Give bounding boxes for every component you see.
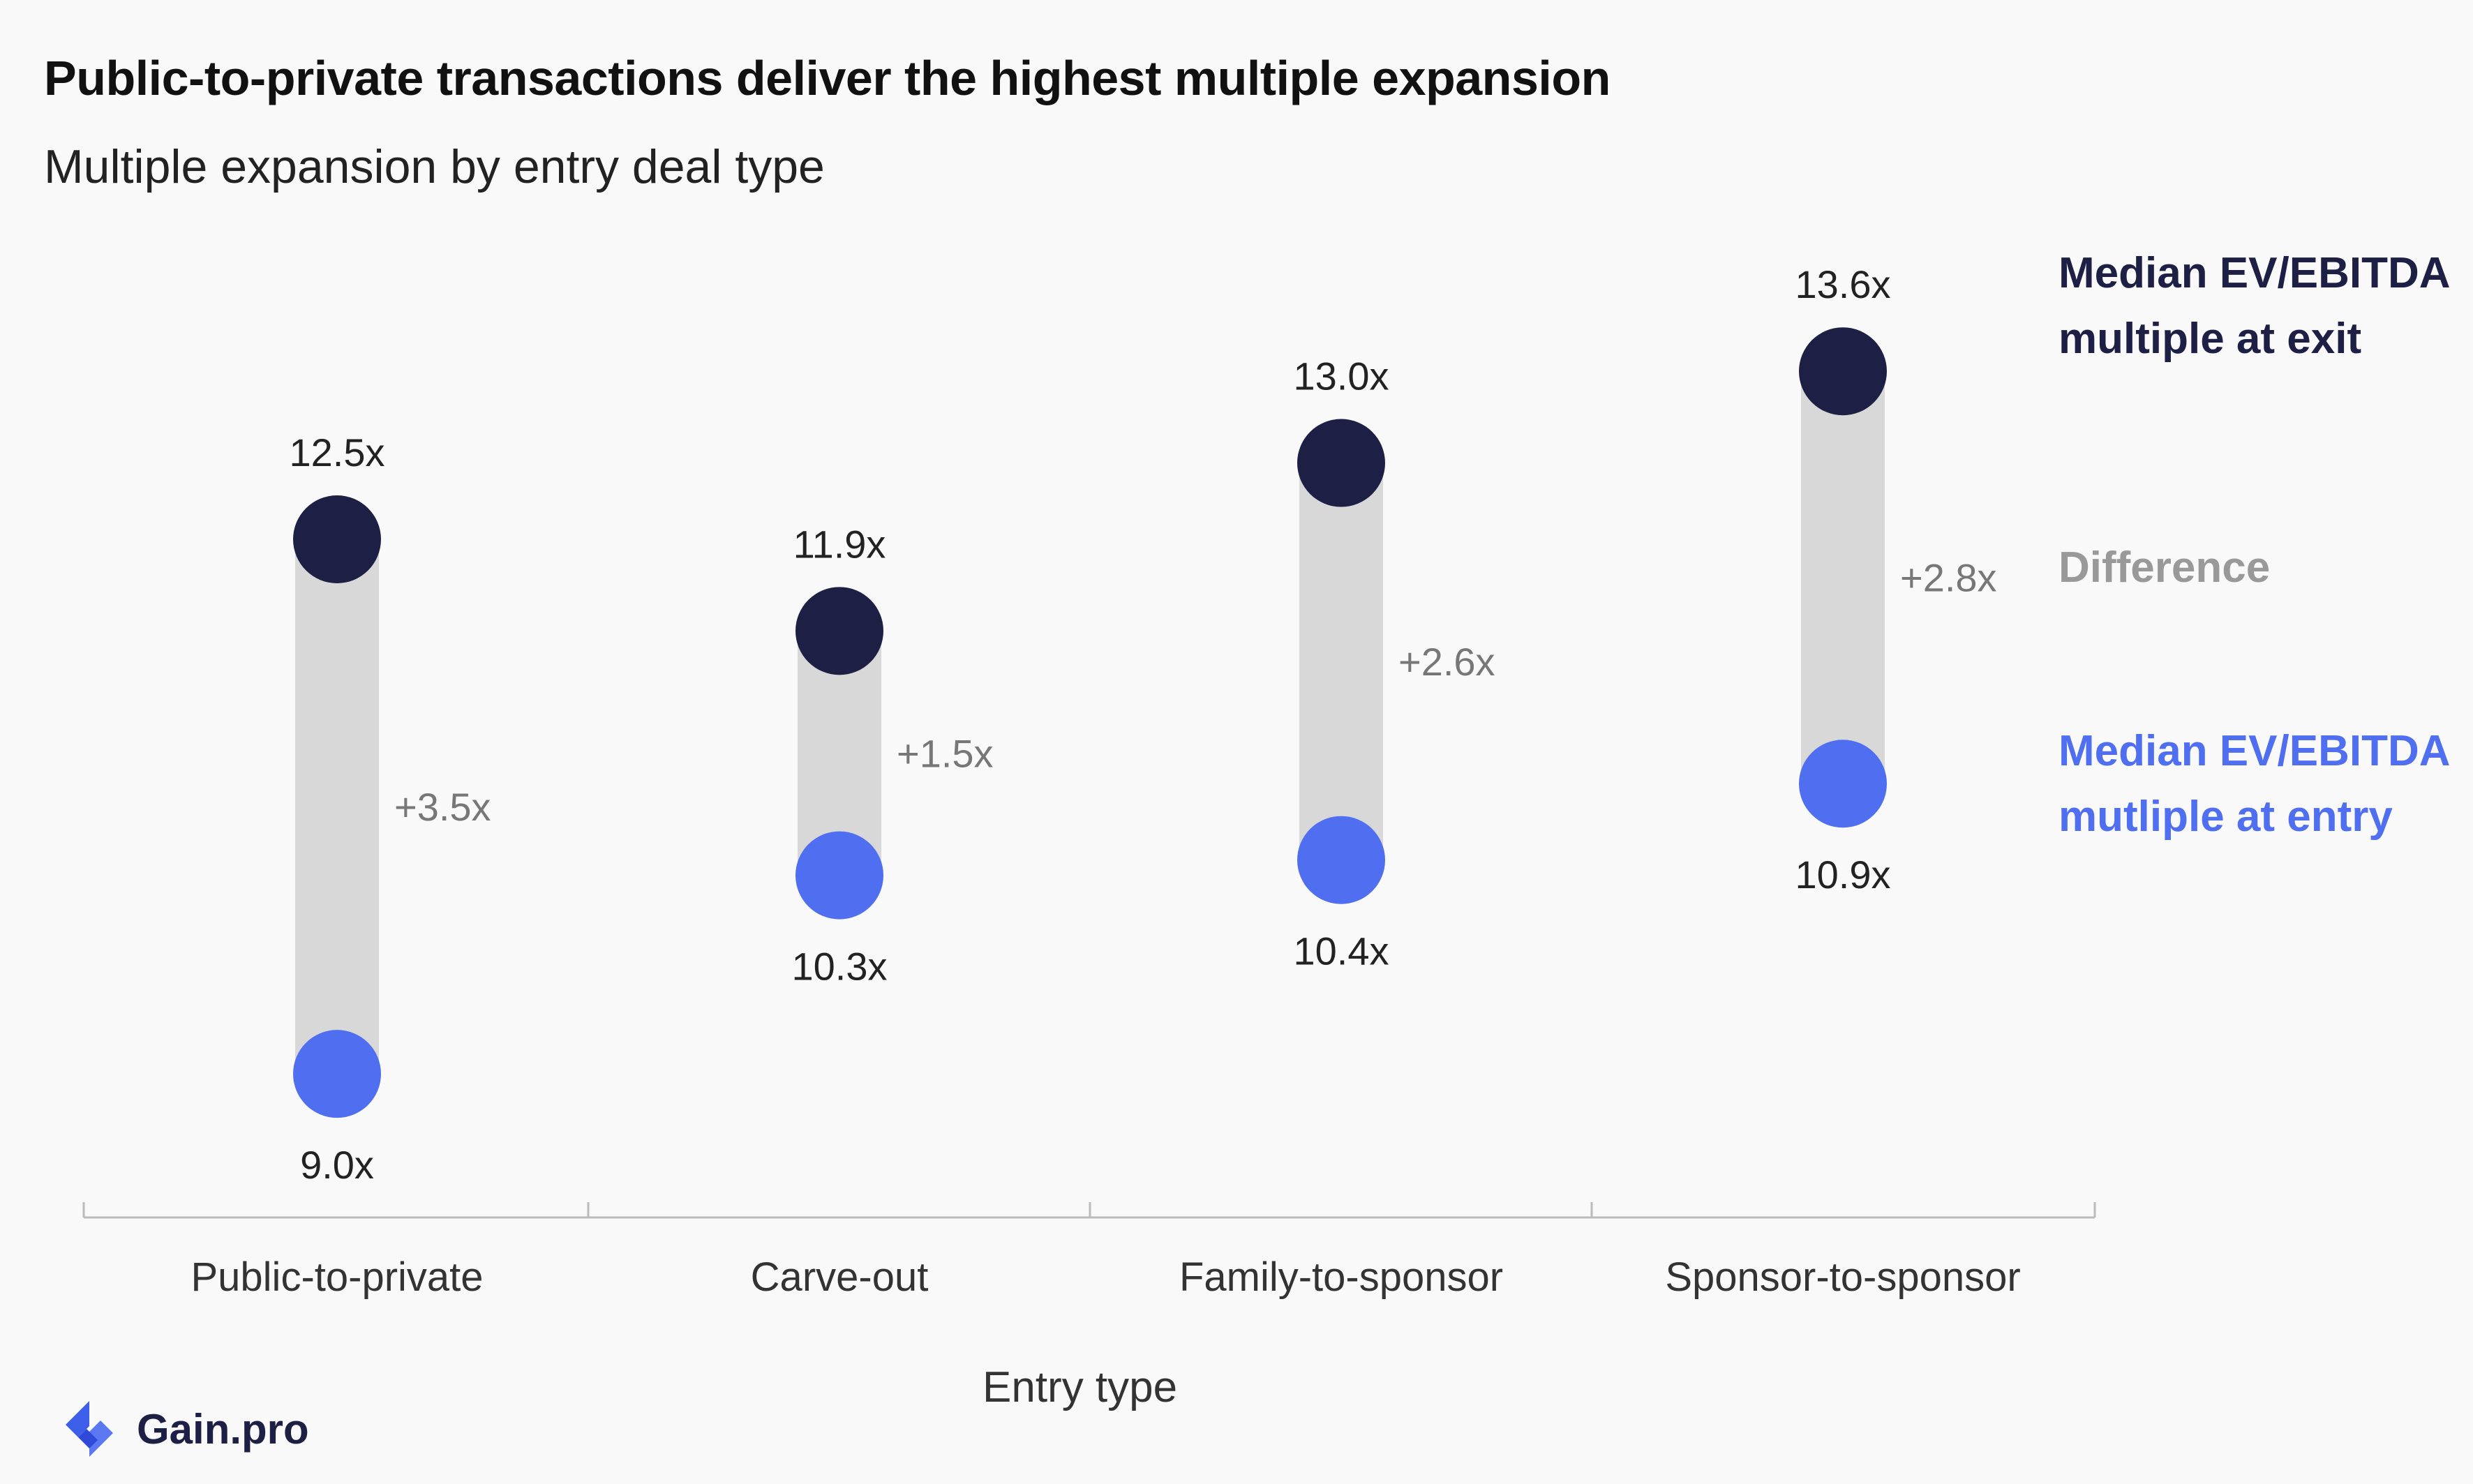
- x-tick-label: Sponsor-to-sponsor: [1665, 1254, 2020, 1300]
- exit-value-label: 13.6x: [1795, 262, 1891, 306]
- difference-bar: [1299, 463, 1383, 860]
- entry-value-label: 10.9x: [1795, 853, 1891, 897]
- entry-value-label: 9.0x: [300, 1143, 374, 1187]
- difference-label: +2.8x: [1900, 556, 1997, 600]
- entry-dot: [1297, 816, 1385, 904]
- x-axis: Public-to-private Carve-out Family-to-spon…: [82, 1202, 2096, 1300]
- value-dots: [293, 327, 1887, 1118]
- exit-value-label: 12.5x: [290, 430, 385, 474]
- difference-label: +2.6x: [1398, 640, 1495, 684]
- x-tick-label: Carve-out: [751, 1254, 929, 1300]
- legend-difference-label: Difference: [2059, 544, 2271, 592]
- exit-value-label: 11.9x: [793, 522, 886, 566]
- difference-label: +1.5x: [897, 731, 994, 775]
- exit-value-label: 13.0x: [1294, 354, 1389, 398]
- difference-bar: [295, 539, 379, 1074]
- exit-dot: [1799, 327, 1887, 416]
- exit-dot: [795, 587, 883, 675]
- exit-dot: [293, 495, 381, 583]
- x-tick-label: Public-to-private: [190, 1254, 483, 1300]
- x-axis-title: Entry type: [983, 1363, 1178, 1411]
- entry-dot: [1799, 740, 1887, 828]
- entry-value-label: 10.3x: [792, 945, 888, 989]
- entry-value-label: 10.4x: [1294, 929, 1389, 973]
- exit-dot: [1297, 419, 1385, 507]
- data-labels: 12.5x 9.0x +3.5x 11.9x 10.3x +1.5x 13.0x 10.4x +…: [290, 262, 1997, 1187]
- entry-dot: [293, 1030, 381, 1118]
- entry-dot: [795, 831, 883, 920]
- difference-bars: [295, 371, 1885, 1074]
- chart-subtitle: Multiple expansion by entry deal type: [44, 140, 825, 193]
- x-tick-label: Family-to-sponsor: [1179, 1254, 1503, 1300]
- legend-entry-label: Median EV/EBITDA mutliple at entry: [2059, 727, 2449, 841]
- difference-bar: [1801, 371, 1885, 784]
- legend-exit-label: Median EV/EBITDA multiple at exit: [2059, 249, 2449, 363]
- brand-name: Gain.pro: [137, 1405, 309, 1453]
- chart-title: Public-to-private transactions deliver t…: [44, 51, 1611, 105]
- brand: Gain.pro: [57, 1397, 309, 1461]
- gain-pro-logo-icon: [66, 1401, 113, 1457]
- difference-label: +3.5x: [394, 785, 491, 829]
